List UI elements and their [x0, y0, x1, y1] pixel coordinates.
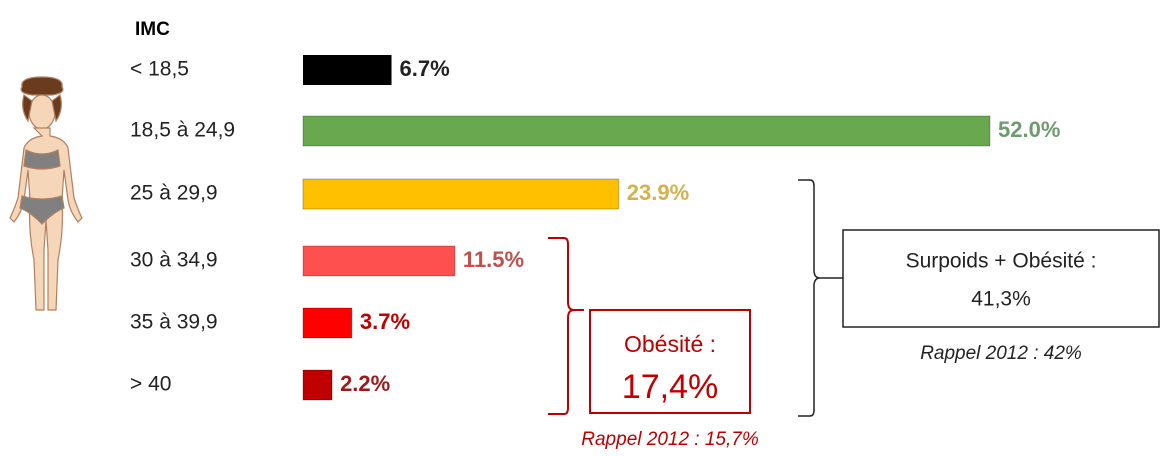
value-label: 23.9%	[627, 180, 689, 205]
value-label: 3.7%	[360, 309, 410, 334]
category-label: 30 à 34,9	[130, 249, 218, 272]
obesity-bracket	[548, 237, 584, 415]
bar	[302, 369, 333, 401]
value-label: 2.2%	[340, 371, 390, 396]
overweight-recall: Rappel 2012 : 42%	[920, 343, 1082, 364]
obesity-label: Obésité :	[624, 331, 716, 357]
category-label: 18,5 à 24,9	[130, 119, 235, 142]
overweight-label: Surpoids + Obésité :	[906, 250, 1097, 273]
bar	[303, 55, 392, 85]
bar	[302, 245, 456, 277]
bar	[302, 307, 353, 339]
overweight-bracket	[798, 179, 843, 417]
value-label: 52.0%	[998, 117, 1060, 142]
bar	[302, 178, 620, 210]
category-label: 25 à 29,9	[130, 182, 218, 205]
value-label: 6.7%	[400, 56, 450, 81]
axis-title: IMC	[135, 19, 170, 40]
category-label: < 18,5	[130, 58, 189, 81]
overweight-value: 41,3%	[971, 288, 1031, 311]
person-icon	[9, 76, 83, 311]
obesity-recall: Rappel 2012 : 15,7%	[581, 429, 759, 450]
value-label: 11.5%	[463, 247, 524, 272]
category-label: 35 à 39,9	[130, 311, 218, 334]
obesity-value: 17,4%	[622, 368, 718, 406]
obesity-box	[589, 309, 751, 414]
overweight-box	[842, 229, 1160, 328]
bar	[302, 115, 991, 147]
category-label: > 40	[130, 373, 171, 396]
